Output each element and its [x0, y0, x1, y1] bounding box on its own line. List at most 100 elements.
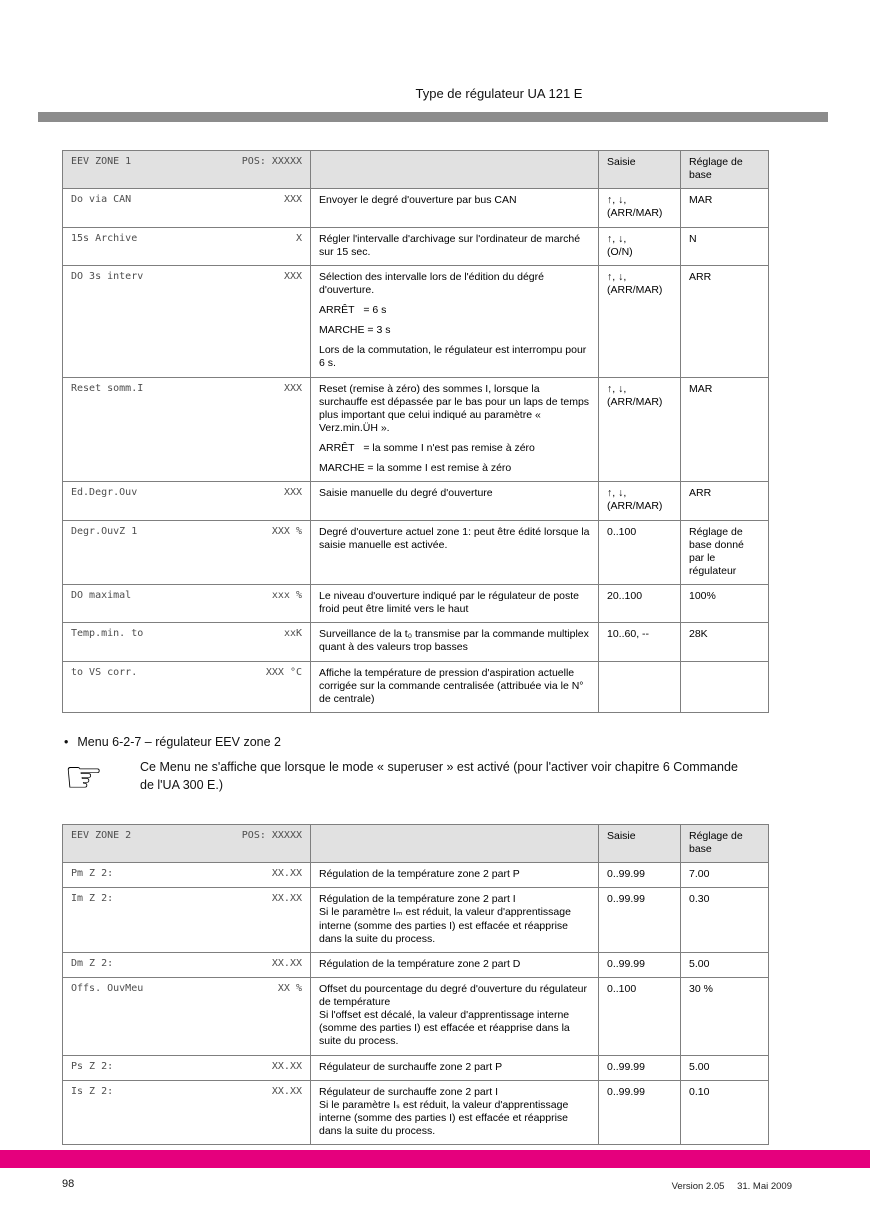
page-number: 98 [62, 1178, 75, 1190]
param-value: XXX % [271, 525, 302, 537]
table-row: DO maximal xxx % Le niveau d'ouverture i… [62, 583, 769, 624]
description-paragraph: Saisie manuelle du degré d'ouverture [319, 487, 493, 500]
param-value: XXX [283, 487, 302, 499]
saisie-header: Saisie [598, 149, 681, 190]
param-cell: Im Z 2: XX.XX [62, 887, 311, 953]
param-name: Offs. OuvMeu [71, 982, 144, 994]
description-paragraph: Régler l'intervalle d'archivage sur l'or… [319, 232, 581, 258]
base-cell: MAR [680, 376, 769, 483]
param-cell: Ps Z 2: XX.XX [62, 1054, 311, 1081]
param-cell: Temp.min. to xxK [62, 622, 311, 662]
param-name: Ed.Degr.Ouv [71, 487, 138, 499]
param-value: XXX °C [265, 666, 302, 678]
saisie-cell: 0..99.99 [598, 887, 681, 953]
description-cell: Régler l'intervalle d'archivage sur l'or… [310, 226, 599, 266]
param-cell: to VS corr. XXX °C [62, 660, 311, 713]
param-value: XX.XX [271, 1060, 302, 1072]
description-cell: Régulation de la température zone 2 part… [310, 862, 599, 889]
table-title: EEV ZONE 1 [71, 156, 132, 167]
param-name: Temp.min. to [71, 628, 144, 640]
param-name: Reset somm.I [71, 382, 144, 394]
saisie-cell: 0..99.99 [598, 951, 681, 978]
saisie-cell: 0..99.99 [598, 1054, 681, 1081]
description-paragraph: ARRÊT = la somme I n'est pas remise à zé… [319, 442, 535, 454]
eev-zone-2-table: EEV ZONE 2 POS: XXXXX Saisie Réglage de … [62, 823, 769, 1146]
table-row: Ps Z 2: XX.XX Régulateur de surchauffe z… [62, 1054, 769, 1081]
param-cell: Degr.OuvZ 1 XXX % [62, 519, 311, 585]
table-title: EEV ZONE 2 [71, 829, 132, 841]
table-title-cell: EEV ZONE 1 POS: XXXXX [62, 149, 311, 190]
saisie-header: Saisie [598, 823, 681, 864]
description-cell: Reset (remise à zéro) des sommes I, lors… [310, 376, 599, 483]
param-name: DO maximal [71, 590, 132, 601]
description-cell: Régulateur de surchauffe zone 2 part I S… [310, 1079, 599, 1146]
param-cell: Offs. OuvMeu XX % [62, 976, 311, 1056]
param-value: XX % [277, 982, 302, 994]
description-paragraph: Reset (remise à zéro) des sommes I, lors… [319, 382, 590, 434]
description-paragraph: Régulateur de surchauffe zone 2 part P [319, 1060, 503, 1073]
description-paragraph: Le niveau d'ouverture indiqué par le rég… [319, 590, 580, 616]
param-value: xxK [283, 628, 302, 640]
saisie-cell: 20..100 [598, 583, 681, 624]
footer-accent-bar [0, 1150, 870, 1168]
param-value: XX.XX [271, 957, 302, 969]
description-cell: Affiche la température de pression d'asp… [310, 660, 599, 713]
base-cell: MAR [680, 188, 769, 228]
base-cell: N [680, 226, 769, 266]
param-cell: Reset somm.I XXX [62, 376, 311, 483]
param-value: XXX [283, 194, 302, 206]
table-row: Dm Z 2: XX.XX Régulation de la températu… [62, 951, 769, 978]
pos-label: POS: XXXXX [241, 156, 302, 167]
param-name: DO 3s interv [71, 270, 144, 282]
table-header-row: EEV ZONE 1 POS: XXXXX Saisie Réglage de … [62, 149, 769, 190]
note: ☞ Ce Menu ne s'affiche que lorsque le mo… [62, 752, 768, 802]
base-cell: 7.00 [680, 862, 769, 889]
base-cell: 28K [680, 622, 769, 662]
table-row: 15s Archive X Régler l'intervalle d'arch… [62, 226, 769, 266]
description-paragraph: Régulation de la température zone 2 part… [319, 868, 520, 881]
base-cell: 0.30 [680, 887, 769, 953]
saisie-cell: 0..100 [598, 519, 681, 585]
description-paragraph: Régulateur de surchauffe zone 2 part I S… [319, 1085, 569, 1137]
param-cell: DO 3s interv XXX [62, 264, 311, 378]
param-value: XXX [283, 382, 302, 394]
param-cell: Is Z 2: XX.XX [62, 1079, 311, 1146]
param-name: Im Z 2: [71, 893, 114, 905]
table-row: to VS corr. XXX °C Affiche la températur… [62, 660, 769, 713]
table-row: Do via CAN XXX Envoyer le degré d'ouvert… [62, 188, 769, 228]
pointing-hand-icon: ☞ [64, 752, 104, 802]
table-row: Is Z 2: XX.XX Régulateur de surchauffe z… [62, 1079, 769, 1146]
table-row: Temp.min. to xxK Surveillance de la t₀ t… [62, 622, 769, 662]
description-cell: Degré d'ouverture actuel zone 1: peut êt… [310, 519, 599, 585]
empty-header-cell [310, 149, 599, 190]
description-paragraph: MARCHE = la somme I est remise à zéro [319, 462, 512, 475]
description-cell: Sélection des intervalle lors de l'éditi… [310, 264, 599, 378]
saisie-cell [598, 660, 681, 713]
saisie-cell: ↑, ↓, (ARR/MAR) [598, 188, 681, 228]
saisie-cell: 0..99.99 [598, 862, 681, 889]
table-row: Ed.Degr.Ouv XXX Saisie manuelle du degré… [62, 481, 769, 521]
param-name: Ps Z 2: [71, 1060, 114, 1072]
param-value: XX.XX [271, 1085, 302, 1097]
param-name: Do via CAN [71, 194, 132, 206]
version-date: 31. Mai 2009 [737, 1181, 792, 1192]
base-cell: 100% [680, 583, 769, 624]
param-value: X [295, 232, 302, 244]
base-cell: 0.10 [680, 1079, 769, 1146]
description-paragraph: Envoyer le degré d'ouverture par bus CAN [319, 194, 517, 207]
param-value: XXX [283, 270, 302, 282]
table-row: Offs. OuvMeu XX % Offset du pourcentage … [62, 976, 769, 1056]
description-paragraph: Régulation de la température zone 2 part… [319, 957, 521, 970]
description-cell: Régulateur de surchauffe zone 2 part P [310, 1054, 599, 1081]
menu-heading-text: Menu 6-2-7 – régulateur EEV zone 2 [77, 734, 281, 749]
description-cell: Surveillance de la t₀ transmise par la c… [310, 622, 599, 662]
table-row: Pm Z 2: XX.XX Régulation de la températu… [62, 862, 769, 889]
saisie-cell: ↑, ↓, (O/N) [598, 226, 681, 266]
description-paragraph: ARRÊT = 6 s [319, 304, 387, 316]
description-cell: Régulation de la température zone 2 part… [310, 951, 599, 978]
description-paragraph: Affiche la température de pression d'asp… [319, 666, 584, 705]
param-name: to VS corr. [71, 666, 138, 678]
description-cell: Offset du pourcentage du degré d'ouvertu… [310, 976, 599, 1056]
param-name: Dm Z 2: [71, 957, 114, 969]
description-paragraph: MARCHE = 3 s [319, 324, 391, 337]
